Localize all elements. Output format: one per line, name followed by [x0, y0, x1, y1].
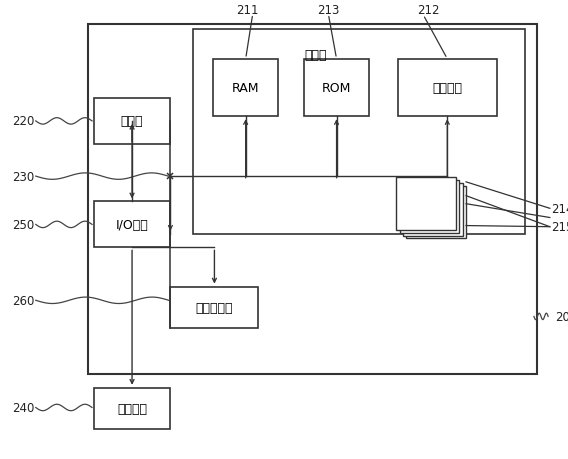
Bar [94, 388, 170, 429]
Bar [94, 99, 170, 145]
Text: ROM: ROM [322, 82, 351, 95]
Text: 高速缓存: 高速缓存 [432, 82, 462, 95]
Text: RAM: RAM [232, 82, 260, 95]
Bar [170, 287, 258, 328]
Text: 212: 212 [417, 4, 440, 17]
Bar [398, 60, 497, 117]
Text: 215: 215 [551, 221, 568, 234]
Bar [193, 30, 525, 234]
Text: 211: 211 [236, 4, 258, 17]
Text: 230: 230 [12, 170, 34, 183]
Text: 处理器: 处理器 [121, 115, 143, 128]
Bar [304, 60, 369, 117]
Text: 260: 260 [12, 294, 34, 307]
Bar [407, 186, 466, 239]
Bar [88, 25, 537, 374]
Text: 240: 240 [12, 401, 34, 414]
Text: I/O接口: I/O接口 [116, 218, 148, 231]
Bar [213, 60, 278, 117]
Text: 200: 200 [555, 310, 568, 323]
Bar [94, 202, 170, 248]
Text: 外部设备: 外部设备 [117, 402, 147, 415]
Text: 网络适配器: 网络适配器 [195, 301, 233, 314]
Text: 214: 214 [551, 202, 568, 215]
Text: 250: 250 [12, 218, 34, 231]
Text: 220: 220 [12, 115, 34, 128]
Text: 213: 213 [317, 4, 340, 17]
Bar [400, 180, 459, 233]
Text: 存储器: 存储器 [304, 49, 327, 62]
Bar [396, 178, 456, 230]
Bar [403, 183, 463, 236]
